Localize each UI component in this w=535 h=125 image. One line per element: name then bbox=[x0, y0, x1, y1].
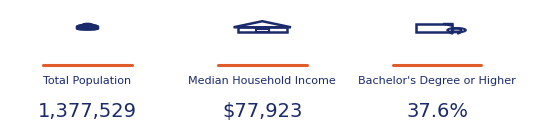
Text: $77,923: $77,923 bbox=[222, 102, 302, 121]
Circle shape bbox=[82, 23, 93, 26]
FancyBboxPatch shape bbox=[82, 25, 98, 30]
Text: Bachelor's Degree or Higher: Bachelor's Degree or Higher bbox=[358, 76, 516, 86]
FancyBboxPatch shape bbox=[78, 25, 97, 30]
Text: Total Population: Total Population bbox=[43, 76, 132, 86]
Text: 37.6%: 37.6% bbox=[406, 102, 468, 121]
Circle shape bbox=[81, 25, 88, 26]
Text: Median Household Income: Median Household Income bbox=[188, 76, 336, 86]
Text: 1,377,529: 1,377,529 bbox=[38, 102, 137, 121]
Circle shape bbox=[87, 25, 94, 26]
FancyBboxPatch shape bbox=[77, 25, 93, 30]
